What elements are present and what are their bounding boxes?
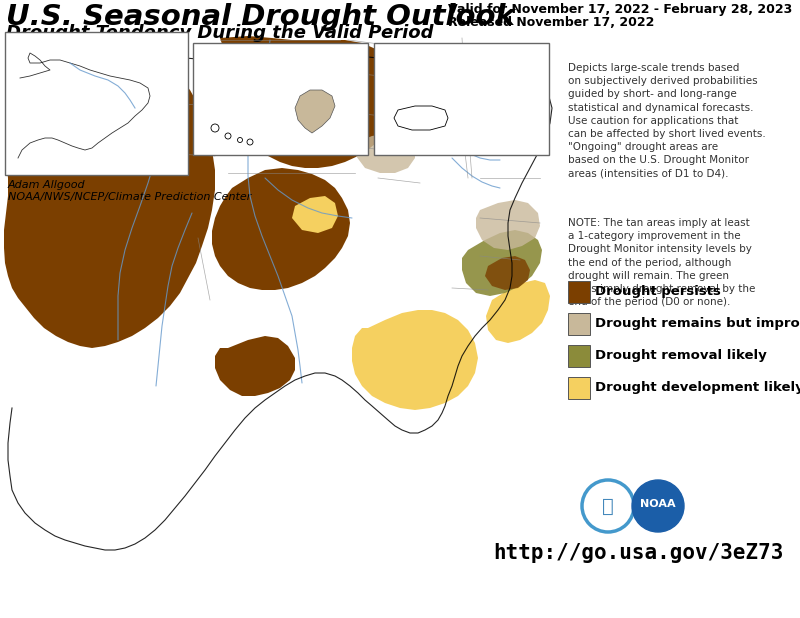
Text: Depicts large-scale trends based
on subjectively derived probabilities
guided by: Depicts large-scale trends based on subj… <box>568 63 766 179</box>
Bar <box>0 33 556 550</box>
Polygon shape <box>426 50 458 88</box>
Polygon shape <box>295 90 335 133</box>
Bar <box>568 377 590 399</box>
Polygon shape <box>292 196 338 233</box>
Text: Drought remains but improves: Drought remains but improves <box>595 318 800 331</box>
Polygon shape <box>485 256 530 290</box>
Polygon shape <box>220 36 402 168</box>
Circle shape <box>582 480 634 532</box>
Polygon shape <box>486 280 550 343</box>
Bar <box>374 43 549 155</box>
Bar <box>568 313 590 335</box>
Circle shape <box>225 133 231 139</box>
Text: Author:: Author: <box>8 168 49 178</box>
Text: Drought persists: Drought persists <box>595 286 721 298</box>
Bar <box>568 345 590 367</box>
Circle shape <box>247 139 253 145</box>
Text: Valid for November 17, 2022 - February 28, 2023: Valid for November 17, 2022 - February 2… <box>448 3 792 16</box>
Text: NOAA: NOAA <box>640 499 676 509</box>
Polygon shape <box>215 336 295 396</box>
Polygon shape <box>394 106 448 130</box>
Polygon shape <box>8 38 62 80</box>
Polygon shape <box>4 40 215 348</box>
Polygon shape <box>476 200 540 250</box>
Polygon shape <box>445 88 478 103</box>
Bar <box>193 43 368 155</box>
Circle shape <box>211 124 219 132</box>
Polygon shape <box>352 310 478 410</box>
Bar <box>5 32 188 175</box>
Text: Drought Tendency During the Valid Period: Drought Tendency During the Valid Period <box>6 24 434 42</box>
Text: NOAA/NWS/NCEP/Climate Prediction Center: NOAA/NWS/NCEP/Climate Prediction Center <box>8 192 251 202</box>
Polygon shape <box>58 56 122 98</box>
Text: Drought development likely: Drought development likely <box>595 381 800 394</box>
Polygon shape <box>355 133 415 173</box>
Text: Drought removal likely: Drought removal likely <box>595 350 766 363</box>
Polygon shape <box>478 83 500 100</box>
Circle shape <box>238 137 242 143</box>
Text: NOTE: The tan areas imply at least
a 1-category improvement in the
Drought Monit: NOTE: The tan areas imply at least a 1-c… <box>568 218 755 307</box>
Polygon shape <box>32 38 140 100</box>
Polygon shape <box>405 53 422 90</box>
Circle shape <box>632 480 684 532</box>
Polygon shape <box>462 230 542 296</box>
Polygon shape <box>140 56 178 94</box>
Text: http://go.usa.gov/3eZ73: http://go.usa.gov/3eZ73 <box>493 543 783 563</box>
Text: Released November 17, 2022: Released November 17, 2022 <box>448 16 654 29</box>
Polygon shape <box>382 46 435 83</box>
Text: Adam Allgood: Adam Allgood <box>8 180 86 190</box>
Text: U.S. Seasonal Drought Outlook: U.S. Seasonal Drought Outlook <box>6 3 515 31</box>
Polygon shape <box>212 168 350 290</box>
Bar <box>568 281 590 303</box>
Text: 🦅: 🦅 <box>602 496 614 515</box>
